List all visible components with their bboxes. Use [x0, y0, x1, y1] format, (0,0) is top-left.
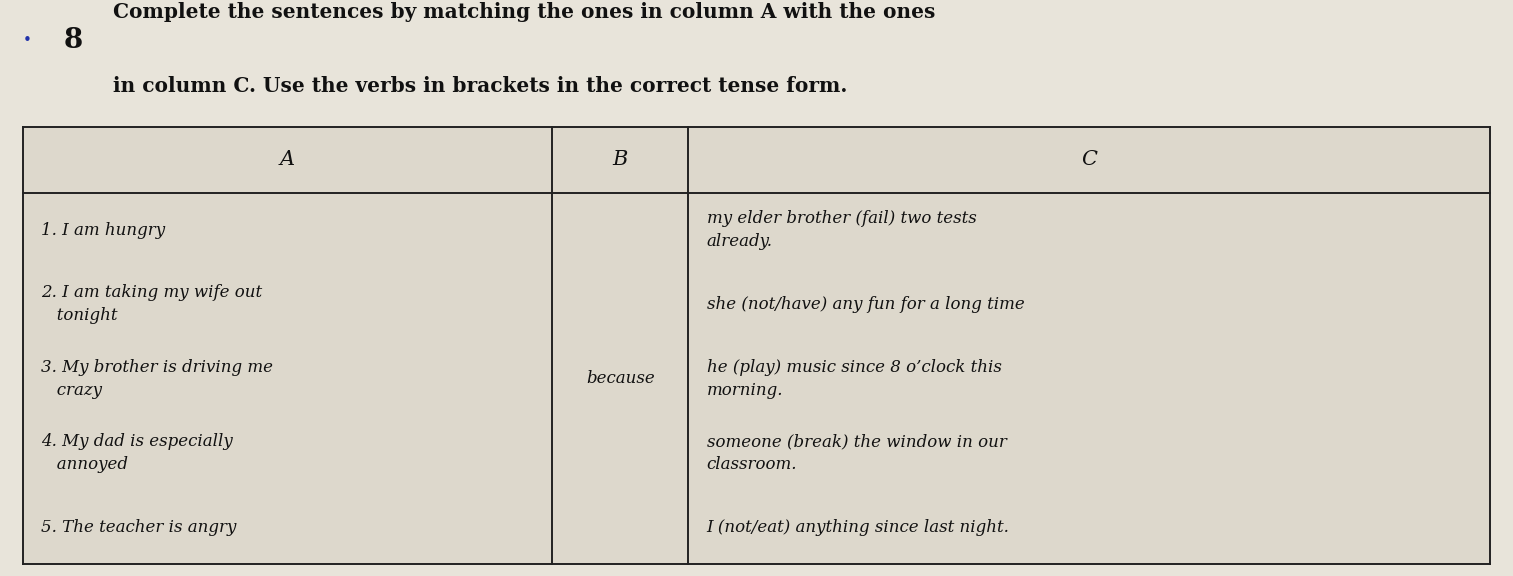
- Text: my elder brother (fail) two tests
already.: my elder brother (fail) two tests alread…: [707, 210, 976, 250]
- Text: B: B: [613, 150, 628, 169]
- Text: 5. The teacher is angry: 5. The teacher is angry: [41, 519, 236, 536]
- Text: because: because: [586, 370, 655, 387]
- Bar: [23, 127, 1490, 564]
- Text: 1. I am hungry: 1. I am hungry: [41, 222, 165, 238]
- Text: someone (break) the window in our
classroom.: someone (break) the window in our classr…: [707, 433, 1006, 473]
- Text: C: C: [1082, 150, 1097, 169]
- Text: in column C. Use the verbs in brackets in the correct tense form.: in column C. Use the verbs in brackets i…: [113, 77, 847, 96]
- Text: 2. I am taking my wife out
   tonight: 2. I am taking my wife out tonight: [41, 285, 262, 324]
- Text: •: •: [23, 33, 32, 48]
- Text: 4. My dad is especially
   annoyed: 4. My dad is especially annoyed: [41, 433, 233, 473]
- Text: Complete the sentences by matching the ones in column A with the ones: Complete the sentences by matching the o…: [113, 2, 937, 21]
- Text: 3. My brother is driving me
   crazy: 3. My brother is driving me crazy: [41, 359, 272, 399]
- Text: she (not/have) any fun for a long time: she (not/have) any fun for a long time: [707, 296, 1024, 313]
- Text: I (not/eat) anything since last night.: I (not/eat) anything since last night.: [707, 519, 1009, 536]
- Text: A: A: [280, 150, 295, 169]
- Text: 8: 8: [64, 27, 83, 54]
- Text: he (play) music since 8 o’clock this
morning.: he (play) music since 8 o’clock this mor…: [707, 359, 1002, 399]
